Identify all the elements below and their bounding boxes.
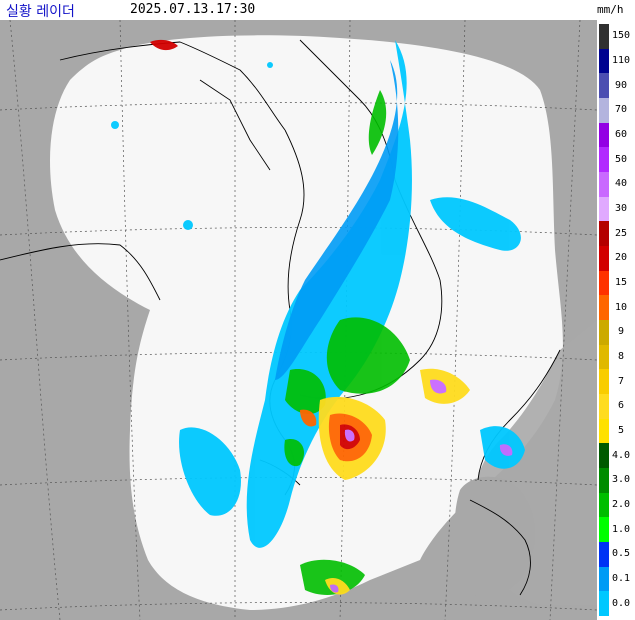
precip-moderate xyxy=(284,90,410,595)
colorbar-label: 60 xyxy=(614,129,628,140)
colorbar-swatch xyxy=(599,221,609,247)
colorbar-label: 25 xyxy=(614,227,628,239)
colorbar-label: 20 xyxy=(614,252,628,264)
colorbar-swatch xyxy=(599,172,609,198)
unit-label: mm/h xyxy=(597,3,624,16)
colorbar-swatch xyxy=(599,196,609,222)
precip-heavy xyxy=(150,39,513,595)
page-title: 실황 레이더 xyxy=(6,4,75,20)
colorbar-swatch xyxy=(599,344,609,370)
colorbar-label: 2.0 xyxy=(611,499,631,510)
colorbar-swatch xyxy=(599,492,609,518)
colorbar-label: 7 xyxy=(617,375,625,387)
colorbar-swatch xyxy=(599,246,609,272)
colorbar-swatch xyxy=(599,591,609,617)
colorbar-swatch xyxy=(599,98,609,124)
timestamp: 2025.07.13.17:30 xyxy=(130,2,256,17)
colorbar-swatch xyxy=(599,122,609,148)
colorbar-label: 0.5 xyxy=(611,548,631,560)
colorbar-swatch xyxy=(599,566,609,592)
colorbar-swatch xyxy=(599,369,609,395)
colorbar-label: 8 xyxy=(617,351,625,362)
colorbar-label: 0.1 xyxy=(611,573,631,584)
colorbar-swatch xyxy=(599,443,609,469)
colorbar-label: 30 xyxy=(614,203,628,214)
header-bar: 실황 레이더 2025.07.13.17:30 mm/h xyxy=(0,0,635,20)
colorbar-label: 4.0 xyxy=(611,449,631,461)
colorbar-swatch xyxy=(599,418,609,444)
colorbar-label: 90 xyxy=(614,79,628,91)
colorbar-label: 6 xyxy=(617,400,625,412)
kyushu-landmass xyxy=(454,476,535,599)
colorbar-label: 1.0 xyxy=(611,523,631,535)
colorbar-label: 15 xyxy=(614,277,628,288)
colorbar-swatch xyxy=(599,320,609,346)
colorbar-label: 150 xyxy=(611,30,631,42)
colorbar-swatch xyxy=(599,468,609,494)
colorbar-label: 50 xyxy=(614,153,628,165)
colorbar-label: 10 xyxy=(614,301,628,313)
colorbar-swatch xyxy=(599,542,609,568)
colorbar-legend: 150 110 90 70 60 50 40 30 25 20 15 10 9 8 7 6 5 4.0 3.0 2.0… xyxy=(597,20,635,620)
colorbar-swatch xyxy=(599,73,609,99)
colorbar-swatch xyxy=(599,147,609,173)
colorbar-swatch xyxy=(599,394,609,420)
colorbar-swatch xyxy=(599,24,609,50)
colorbar-label: 5 xyxy=(617,425,625,436)
colorbar-label: 3.0 xyxy=(611,474,631,486)
colorbar-label: 110 xyxy=(611,55,631,66)
radar-map xyxy=(0,20,597,620)
colorbar-swatch xyxy=(599,517,609,543)
colorbar-swatch xyxy=(599,48,609,74)
colorbar-swatch xyxy=(599,270,609,296)
colorbar-label: 9 xyxy=(617,326,625,338)
colorbar-label: 40 xyxy=(614,178,628,190)
colorbar-swatch xyxy=(599,295,609,321)
colorbar-label: 70 xyxy=(614,104,628,116)
colorbar-label: 0.0 xyxy=(611,597,631,609)
precip-blue xyxy=(275,60,399,380)
